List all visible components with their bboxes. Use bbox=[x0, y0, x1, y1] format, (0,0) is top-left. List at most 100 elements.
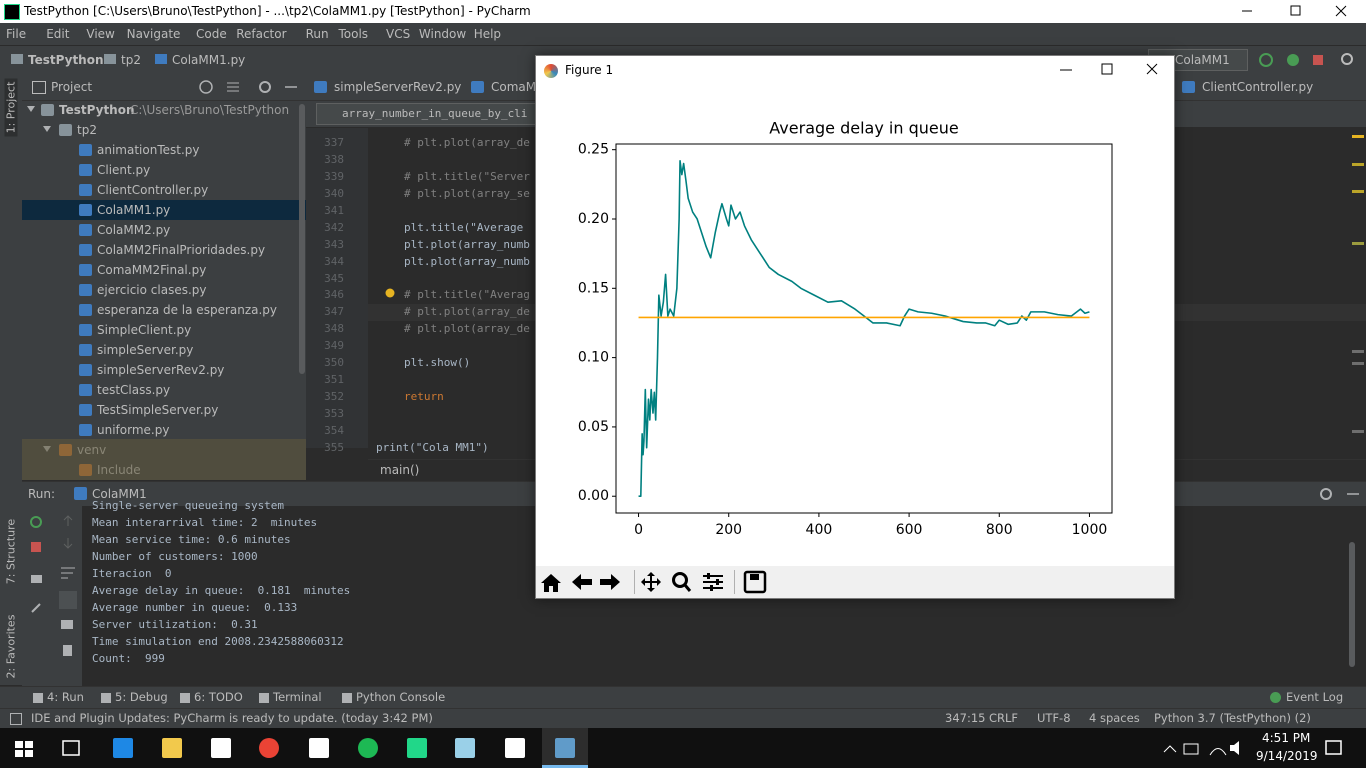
breadcrumb[interactable]: ColaMM1.py bbox=[172, 53, 246, 67]
menu-item[interactable]: View bbox=[86, 27, 115, 41]
status-widget[interactable]: 347:15 bbox=[945, 711, 986, 725]
error-stripe-mark bbox=[1352, 190, 1364, 193]
tree-row[interactable]: TestSimpleServer.py bbox=[22, 400, 306, 420]
menu-item[interactable]: Code bbox=[196, 27, 227, 41]
status-widget[interactable]: Python 3.7 (TestPython) (2) bbox=[1154, 711, 1311, 725]
back-button[interactable] bbox=[572, 574, 592, 590]
menu-item[interactable]: Window bbox=[418, 27, 467, 41]
tree-row[interactable]: TestPython C:\Users\Bruno\TestPython bbox=[22, 100, 306, 120]
tool-window-tab[interactable]: 1: Project bbox=[4, 78, 18, 137]
crumb-icon bbox=[155, 54, 167, 64]
tool-tab[interactable]: 6: TODO bbox=[194, 690, 243, 704]
tree-label: animationTest.py bbox=[97, 143, 200, 157]
tree-row[interactable]: ComaMM2Final.py bbox=[22, 260, 306, 280]
tree-row[interactable]: uniforme.py bbox=[22, 420, 306, 440]
y-tick-label: 0.00 bbox=[578, 488, 609, 504]
tool-tab[interactable]: 4: Run bbox=[47, 690, 84, 704]
status-message[interactable]: IDE and Plugin Updates: PyCharm is ready… bbox=[31, 711, 433, 725]
tree-icon bbox=[79, 224, 92, 236]
menu-item[interactable]: Edit bbox=[46, 27, 70, 41]
menu-item[interactable]: Help bbox=[473, 27, 502, 41]
expand-arrow bbox=[27, 106, 35, 112]
scroll-end-icon bbox=[59, 591, 77, 609]
tree-row[interactable]: animationTest.py bbox=[22, 140, 306, 160]
status-widget[interactable]: UTF-8 bbox=[1037, 711, 1071, 725]
tree-label: ColaMM2.py bbox=[97, 223, 171, 237]
tree-icon bbox=[79, 144, 92, 156]
tool-window-tab[interactable]: 2: Favorites bbox=[4, 614, 18, 679]
left-tool-strip: 1: Project 7: Structure 2: Favorites bbox=[0, 74, 23, 685]
menu-item[interactable]: Run bbox=[305, 27, 329, 41]
error-stripe-mark bbox=[1352, 135, 1364, 138]
tree-icon bbox=[79, 204, 92, 216]
taskbar: 4:51 PM 9/14/2019 bbox=[0, 728, 1366, 768]
tool-tab-icon bbox=[180, 693, 190, 703]
tree-row[interactable]: ColaMM2.py bbox=[22, 220, 306, 240]
tree-icon bbox=[79, 184, 92, 196]
menu-item[interactable]: Navigate bbox=[126, 27, 181, 41]
tree-row[interactable]: simpleServerRev2.py bbox=[22, 360, 306, 380]
taskbar-app bbox=[113, 738, 133, 758]
close-button bbox=[1146, 63, 1158, 75]
tree-row[interactable]: testClass.py bbox=[22, 380, 306, 400]
project-panel: Project TestPython C:\Users\Bruno\TestPyth… bbox=[22, 74, 306, 480]
x-tick-label: 1000 bbox=[1072, 522, 1108, 538]
line-number: 341 bbox=[324, 203, 344, 217]
line-number: 352 bbox=[324, 390, 344, 404]
editor-tab[interactable]: simpleServerRev2.py bbox=[334, 80, 462, 94]
configure-button[interactable] bbox=[703, 573, 723, 591]
status-widget[interactable]: CRLF bbox=[989, 711, 1019, 725]
tree-row[interactable]: ejercicio clases.py bbox=[22, 280, 306, 300]
line-number: 344 bbox=[324, 254, 344, 268]
close-button bbox=[1335, 5, 1347, 17]
line-number: 340 bbox=[324, 186, 344, 200]
console-line: Mean service time: 0.6 minutes bbox=[92, 533, 291, 546]
editor-breadcrumb[interactable]: main() bbox=[380, 463, 420, 477]
console-line: Number of customers: 1000 bbox=[92, 550, 258, 563]
menu-item[interactable]: Tools bbox=[338, 27, 369, 41]
tool-tab-icon bbox=[33, 693, 43, 703]
panel-title[interactable]: Project bbox=[51, 80, 93, 94]
menu-item[interactable]: VCS bbox=[386, 27, 411, 41]
forward-button[interactable] bbox=[600, 574, 620, 590]
figure-window-controls bbox=[1060, 63, 1158, 75]
stop-icon bbox=[1313, 55, 1323, 65]
run-tab[interactable]: ColaMM1 bbox=[92, 487, 147, 501]
line-number: 339 bbox=[324, 169, 344, 183]
run-tab-icon bbox=[74, 487, 87, 500]
app-icon bbox=[4, 4, 20, 20]
tree-row[interactable]: esperanza de la esperanza.py bbox=[22, 300, 306, 320]
event-log[interactable]: Event Log bbox=[1286, 690, 1344, 704]
breadcrumb[interactable]: tp2 bbox=[121, 53, 141, 67]
tree-row[interactable]: ColaMM2FinalPrioridades.py bbox=[22, 240, 306, 260]
tree-row[interactable]: Client.py bbox=[22, 160, 306, 180]
menu-item[interactable]: File bbox=[6, 27, 27, 41]
tree-row[interactable]: simpleServer.py bbox=[22, 340, 306, 360]
tool-tab[interactable]: Python Console bbox=[356, 690, 446, 704]
zoom-button[interactable] bbox=[672, 572, 688, 588]
tree-row[interactable]: tp2 bbox=[22, 120, 306, 140]
pan-button[interactable] bbox=[641, 572, 661, 592]
y-tick-label: 0.10 bbox=[578, 350, 609, 366]
save-button[interactable] bbox=[743, 570, 767, 594]
tool-tab[interactable]: Terminal bbox=[273, 690, 322, 704]
toolbar-icons bbox=[1259, 53, 1353, 67]
tool-tab[interactable]: 5: Debug bbox=[115, 690, 168, 704]
tool-tab-icon bbox=[101, 693, 111, 703]
editor-tab[interactable]: ClientController.py bbox=[1202, 80, 1314, 94]
clock-time[interactable]: 4:51 PM bbox=[1262, 731, 1311, 745]
tree-row[interactable]: ColaMM1.py bbox=[22, 200, 306, 220]
breadcrumb[interactable]: TestPython bbox=[28, 53, 104, 67]
line-number: 351 bbox=[324, 373, 344, 387]
menu-item[interactable]: Refactor bbox=[236, 27, 287, 41]
tool-window-tab[interactable]: 7: Structure bbox=[4, 518, 18, 585]
settings-icon bbox=[1320, 488, 1332, 500]
home-button[interactable] bbox=[541, 574, 561, 592]
line-number: 353 bbox=[324, 407, 344, 421]
tree-row[interactable]: SimpleClient.py bbox=[22, 320, 306, 340]
status-widget[interactable]: 4 spaces bbox=[1089, 711, 1140, 725]
code-line: return bbox=[404, 390, 444, 404]
clock-date[interactable]: 9/14/2019 bbox=[1256, 749, 1318, 763]
tree-row[interactable]: ClientController.py bbox=[22, 180, 306, 200]
tree-arrow bbox=[43, 126, 51, 132]
